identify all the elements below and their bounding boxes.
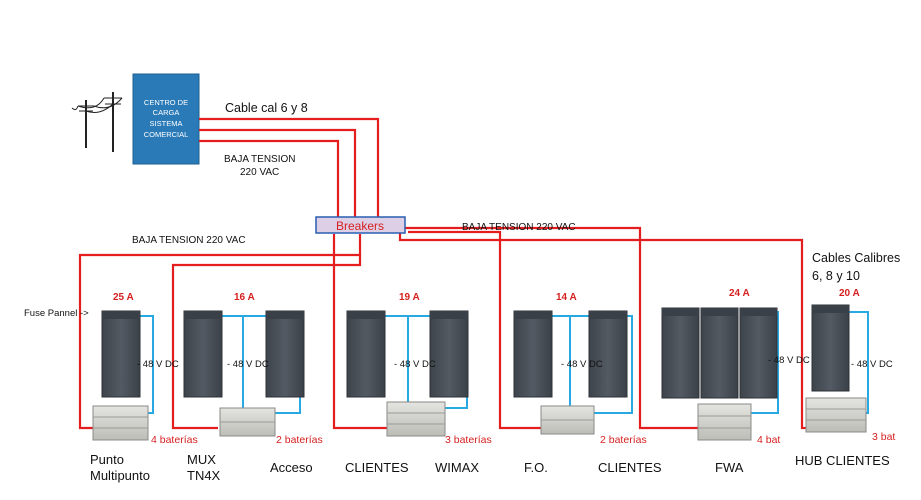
cabinet-group-1	[101, 310, 141, 398]
load-center-label-4: COMERCIAL	[144, 130, 189, 139]
breakers-label: Breakers	[336, 219, 384, 233]
fuse-panel-label: Fuse Pannel ->	[24, 308, 89, 319]
label-clientes-1: CLIENTES	[345, 460, 409, 475]
rectifier-2	[219, 407, 276, 437]
label-hub-clientes: HUB CLIENTES	[795, 453, 890, 468]
load-center-label-2: CARGA	[153, 108, 180, 117]
load-center-label-1: CENTRO DE	[144, 98, 188, 107]
ac-power-lines	[78, 117, 810, 430]
voltage-label-3: - 48 V DC	[394, 359, 436, 370]
low-voltage-left-1: BAJA TENSION	[224, 154, 296, 165]
load-center-label-3: SISTEMA	[150, 119, 183, 128]
cabinet-group-6	[811, 304, 850, 392]
rectifier-5	[697, 403, 752, 441]
rectifier-6	[805, 397, 867, 433]
label-acceso: Acceso	[270, 460, 313, 475]
label-multipunto: Multipunto	[90, 468, 150, 483]
label-tn4x: TN4X	[187, 468, 221, 483]
amp-label-6: 20 A	[839, 288, 860, 299]
low-voltage-mid: BAJA TENSION 220 VAC	[132, 235, 246, 246]
battery-count-3: 3 baterías	[445, 434, 492, 446]
amp-label-4: 14 A	[556, 292, 577, 303]
voltage-label-2: - 48 V DC	[227, 359, 269, 370]
load-center-box: CENTRO DE CARGA SISTEMA COMERCIAL	[132, 73, 200, 165]
voltage-label-5: - 48 V DC	[768, 355, 810, 366]
battery-count-4: 2 baterías	[600, 434, 647, 446]
cables-calibres-1: Cables Calibres	[812, 251, 900, 265]
label-wimax: WIMAX	[435, 460, 479, 475]
voltage-label-4: - 48 V DC	[561, 359, 603, 370]
battery-count-1: 4 baterías	[151, 434, 198, 446]
amp-label-1: 25 A	[113, 292, 134, 303]
battery-count-2: 2 baterías	[276, 434, 323, 446]
battery-cabinets	[101, 304, 850, 399]
low-voltage-left-2: 220 VAC	[240, 167, 279, 178]
label-punto: Punto	[90, 452, 124, 467]
label-fo: F.O.	[524, 460, 548, 475]
cables-calibres-2: 6, 8 y 10	[812, 269, 860, 283]
voltage-label-6: - 48 V DC	[851, 359, 893, 370]
breakers-box: Breakers	[315, 216, 406, 234]
rectifier-3	[386, 401, 446, 437]
label-fwa: FWA	[715, 460, 744, 475]
rectifier-4	[540, 405, 595, 435]
battery-count-6: 3 bat	[872, 431, 895, 443]
voltage-label-1: - 48 V DC	[137, 359, 179, 370]
label-mux: MUX	[187, 452, 216, 467]
utility-pole-icon	[71, 92, 123, 152]
amp-label-2: 16 A	[234, 292, 255, 303]
cabinet-group-5	[661, 307, 778, 399]
amp-label-5: 24 A	[729, 288, 750, 299]
rectifier-units	[92, 397, 867, 441]
cabinet-group-3	[346, 310, 469, 398]
battery-count-5: 4 bat	[757, 434, 780, 446]
label-clientes-2: CLIENTES	[598, 460, 662, 475]
rectifier-1	[92, 405, 149, 441]
amp-label-3: 19 A	[399, 292, 420, 303]
cabinet-group-2	[183, 310, 305, 398]
low-voltage-right: BAJA TENSION 220 VAC	[462, 222, 576, 233]
cable-label: Cable cal 6 y 8	[225, 101, 308, 115]
cabinet-group-4	[513, 310, 628, 398]
